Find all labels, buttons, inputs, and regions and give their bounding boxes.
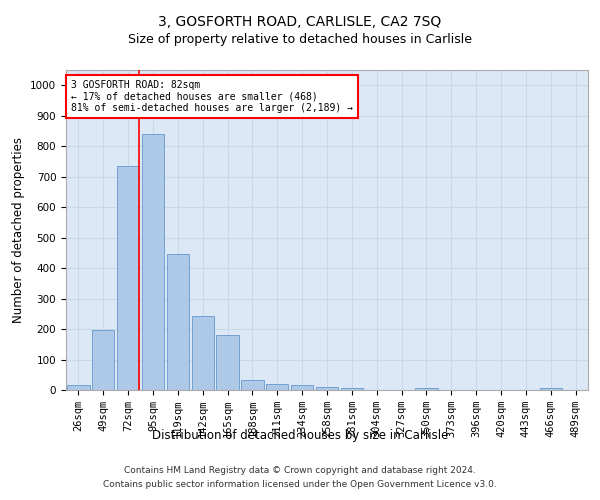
Bar xyxy=(117,166,139,390)
Text: Contains public sector information licensed under the Open Government Licence v3: Contains public sector information licen… xyxy=(103,480,497,489)
Y-axis label: Number of detached properties: Number of detached properties xyxy=(11,137,25,323)
Bar xyxy=(191,316,214,390)
Text: Size of property relative to detached houses in Carlisle: Size of property relative to detached ho… xyxy=(128,32,472,46)
Text: 3 GOSFORTH ROAD: 82sqm
← 17% of detached houses are smaller (468)
81% of semi-de: 3 GOSFORTH ROAD: 82sqm ← 17% of detached… xyxy=(71,80,353,113)
Bar xyxy=(67,386,89,390)
Bar xyxy=(167,254,189,390)
Bar xyxy=(341,388,363,390)
Bar xyxy=(217,335,239,390)
Bar xyxy=(291,386,313,390)
Bar xyxy=(539,388,562,390)
Bar xyxy=(142,134,164,390)
Bar xyxy=(241,380,263,390)
Bar xyxy=(316,387,338,390)
Text: Distribution of detached houses by size in Carlisle: Distribution of detached houses by size … xyxy=(152,430,448,442)
Text: 3, GOSFORTH ROAD, CARLISLE, CA2 7SQ: 3, GOSFORTH ROAD, CARLISLE, CA2 7SQ xyxy=(158,15,442,29)
Text: Contains HM Land Registry data © Crown copyright and database right 2024.: Contains HM Land Registry data © Crown c… xyxy=(124,466,476,475)
Bar xyxy=(415,388,437,390)
Bar xyxy=(92,330,115,390)
Bar xyxy=(266,384,289,390)
